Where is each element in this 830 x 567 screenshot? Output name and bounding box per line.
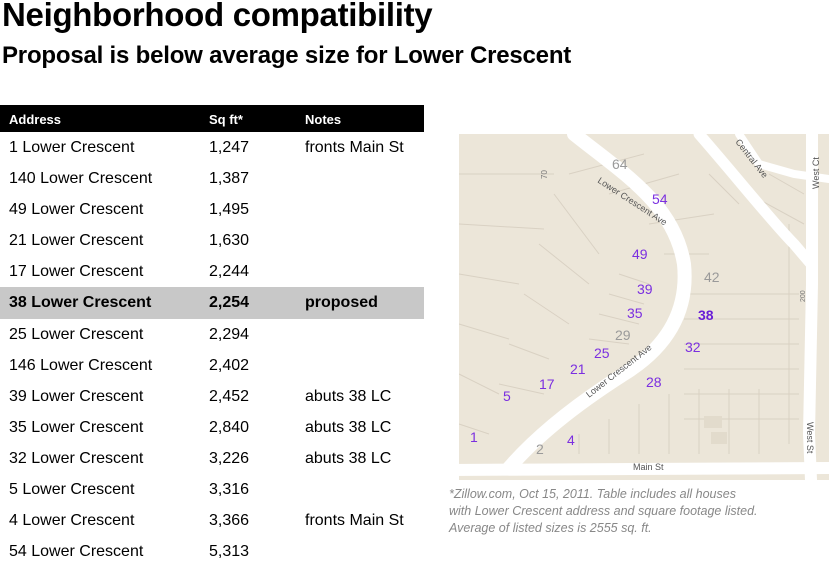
- table-row: 32 Lower Crescent 3,226 abuts 38 LC: [0, 443, 424, 474]
- cell-sqft: 2,840: [209, 418, 250, 436]
- parcel-25: 25: [594, 345, 610, 361]
- cell-address: 38 Lower Crescent: [9, 294, 152, 312]
- caption-line-2: with Lower Crescent address and square f…: [449, 504, 758, 518]
- cell-address: 1 Lower Crescent: [9, 139, 135, 156]
- table-row-proposed: 38 Lower Crescent 2,254 proposed: [0, 287, 424, 319]
- header-notes: Notes: [305, 112, 342, 127]
- header-address: Address: [9, 112, 62, 127]
- parcel-64: 64: [612, 156, 628, 172]
- table-row: 54 Lower Crescent 5,313: [0, 536, 424, 567]
- cell-notes: abuts 38 LC: [305, 449, 392, 467]
- lot-blocks: [704, 416, 727, 444]
- street-label-main-st: Main St: [633, 462, 664, 472]
- cell-address: 21 Lower Crescent: [9, 232, 144, 250]
- cell-address: 32 Lower Crescent: [9, 449, 144, 467]
- cell-notes: fronts Main St: [305, 512, 404, 530]
- cell-address: 25 Lower Crescent: [9, 325, 144, 343]
- cell-address: 54 Lower Crescent: [9, 543, 144, 561]
- table-row: 146 Lower Crescent 2,402: [0, 350, 424, 381]
- caption-line-1: *Zillow.com, Oct 15, 2011. Table include…: [449, 487, 736, 501]
- table-body: 1 Lower Crescent 1,247 fronts Main St 140 L…: [0, 132, 424, 567]
- north-connector-road: [735, 134, 829, 183]
- source-caption: *Zillow.com, Oct 15, 2011. Table include…: [449, 486, 829, 537]
- cell-sqft: 2,452: [209, 387, 250, 405]
- page-title: Neighborhood compatibility: [2, 0, 433, 33]
- cell-sqft: 2,294: [209, 325, 250, 343]
- table-row: 1 Lower Crescent 1,247 fronts Main St: [0, 132, 424, 163]
- parcel-54: 54: [652, 191, 668, 207]
- street-label-west-st: West St: [805, 422, 815, 454]
- cell-address: 39 Lower Crescent: [9, 387, 144, 405]
- parcel-labels: 64 54 70 49 42 39 35 38 29 200 32 25 21 …: [470, 156, 807, 457]
- cell-sqft: 1,387: [209, 170, 250, 188]
- cell-sqft: 2,402: [209, 356, 250, 374]
- west-st-road: [802, 134, 818, 480]
- cell-sqft: 2,254: [209, 294, 250, 312]
- cell-address: 49 Lower Crescent: [9, 201, 144, 219]
- cell-notes: fronts Main St: [305, 139, 404, 156]
- parcel-39: 39: [637, 281, 653, 297]
- parcel-70: 70: [540, 170, 549, 179]
- road-network: [449, 134, 829, 480]
- table-row: 39 Lower Crescent 2,452 abuts 38 LC: [0, 381, 424, 412]
- table-row: 17 Lower Crescent 2,244: [0, 256, 424, 287]
- parcel-49: 49: [632, 246, 648, 262]
- table-row: 49 Lower Crescent 1,495: [0, 194, 424, 225]
- cell-sqft: 2,244: [209, 263, 250, 281]
- cell-address: 35 Lower Crescent: [9, 418, 144, 436]
- house-size-table: Address Sq ft* Notes 1 Lower Crescent 1,2…: [0, 105, 424, 567]
- neighborhood-map: Lower Crescent Ave Lower Crescent Ave Ce…: [449, 134, 829, 480]
- parcel-38-proposed: 38: [698, 307, 714, 323]
- parcel-42: 42: [704, 269, 720, 285]
- parcel-4: 4: [567, 432, 575, 448]
- parcel-21: 21: [570, 361, 586, 377]
- cell-sqft: 1,495: [209, 201, 250, 219]
- cell-address: 4 Lower Crescent: [9, 512, 135, 530]
- parcel-1: 1: [470, 429, 478, 445]
- table-row: 4 Lower Crescent 3,366 fronts Main St: [0, 505, 424, 536]
- lower-crescent-road: [502, 134, 692, 475]
- caption-line-3: Average of listed sizes is 2555 sq. ft.: [449, 521, 652, 535]
- central-ave-road: [693, 134, 817, 270]
- parcel-17: 17: [539, 376, 555, 392]
- table-row: 21 Lower Crescent 1,630: [0, 225, 424, 256]
- parcel-32: 32: [685, 339, 701, 355]
- cell-address: 146 Lower Crescent: [9, 356, 153, 374]
- cell-notes: proposed: [305, 294, 378, 312]
- cell-address: 140 Lower Crescent: [9, 170, 153, 188]
- table-row: 140 Lower Crescent 1,387: [0, 163, 424, 194]
- parcel-2: 2: [536, 441, 544, 457]
- parcel-200: 200: [800, 290, 807, 302]
- table-row: 5 Lower Crescent 3,316: [0, 474, 424, 505]
- cell-sqft: 3,316: [209, 481, 250, 499]
- cell-sqft: 3,366: [209, 512, 250, 530]
- cell-notes: abuts 38 LC: [305, 387, 392, 405]
- cell-sqft: 1,630: [209, 232, 250, 250]
- page-subtitle: Proposal is below average size for Lower…: [2, 42, 572, 69]
- table-row: 35 Lower Crescent 2,840 abuts 38 LC: [0, 412, 424, 443]
- cell-sqft: 3,226: [209, 449, 250, 467]
- parcel-29: 29: [615, 327, 631, 343]
- parcel-28: 28: [646, 374, 662, 390]
- header-sqft: Sq ft*: [209, 112, 243, 127]
- cell-address: 5 Lower Crescent: [9, 481, 135, 499]
- cell-notes: abuts 38 LC: [305, 418, 392, 436]
- table-row: 25 Lower Crescent 2,294: [0, 319, 424, 350]
- parcel-35: 35: [627, 305, 643, 321]
- map-canvas: Lower Crescent Ave Lower Crescent Ave Ce…: [449, 134, 829, 480]
- cell-sqft: 1,247: [209, 139, 250, 156]
- cell-sqft: 5,313: [209, 543, 250, 561]
- cell-address: 17 Lower Crescent: [9, 263, 144, 281]
- table-header: Address Sq ft* Notes: [0, 105, 424, 132]
- parcel-5: 5: [503, 388, 511, 404]
- street-label-west-ct: West Ct: [811, 157, 821, 189]
